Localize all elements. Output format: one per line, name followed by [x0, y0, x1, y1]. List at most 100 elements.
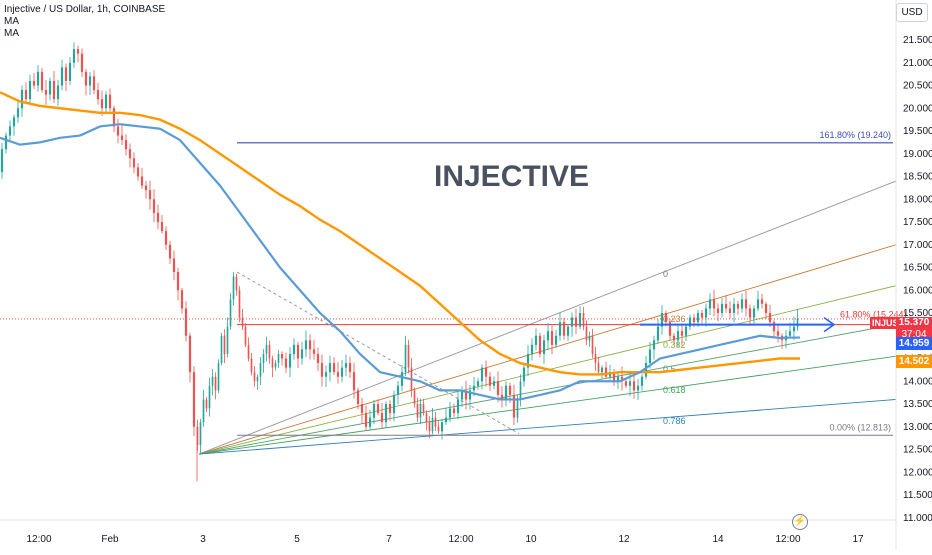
projection-arrow-head [823, 316, 836, 333]
candle-body [274, 363, 277, 368]
candle-body [612, 372, 616, 382]
candle-body [644, 363, 648, 377]
fib-retracement-label: 61.80% (15.244) [840, 310, 907, 320]
candle-body [320, 363, 324, 377]
candle-body [728, 308, 732, 313]
candle-body [238, 290, 241, 318]
candle-body [448, 408, 452, 418]
candle-body [740, 299, 744, 309]
y-tick-label: 19.500 [903, 126, 932, 137]
candle-body [8, 126, 12, 136]
x-tick-label: 12:00 [26, 534, 51, 545]
candle-body [776, 331, 780, 336]
candle-body [40, 71, 44, 91]
candle-body [308, 340, 312, 350]
candle-body [214, 376, 217, 391]
candle-body [192, 372, 196, 427]
candle-body [437, 426, 440, 432]
currency-button[interactable]: USD [896, 3, 928, 22]
candle-body [332, 363, 336, 373]
fib-fan-line [198, 180, 897, 455]
candle-body [772, 322, 776, 332]
candle-body [588, 335, 591, 341]
candle-body [736, 303, 740, 309]
chart-header: Injective / US Dollar, 1h, COINBASE MA M… [4, 4, 165, 40]
indicator-ma-2[interactable]: MA [4, 28, 19, 39]
candle-body [64, 67, 68, 81]
candle-body [522, 367, 526, 382]
candle-body [277, 353, 280, 364]
candle-body [574, 317, 578, 327]
candle-body [108, 94, 112, 109]
candle-body [217, 363, 220, 391]
candle-body [76, 49, 80, 54]
fib-fan-label: 0.5 [663, 364, 676, 374]
candle-body [640, 376, 644, 386]
candle-body [336, 372, 340, 377]
x-tick-label: 12:00 [775, 534, 800, 545]
y-tick-label: 16.500 [903, 263, 932, 274]
candle-body [558, 322, 562, 336]
candle-body [419, 404, 422, 418]
fib-fan-label: 0.382 [663, 340, 686, 350]
candle-body [566, 326, 570, 336]
candle-body [324, 372, 328, 377]
symbol-title[interactable]: Injective / US Dollar, 1h, COINBASE [4, 4, 166, 15]
candle-body [156, 212, 160, 222]
candle-body [538, 335, 542, 354]
candle-body [132, 158, 136, 168]
candle-body [124, 140, 128, 150]
candle-body [732, 303, 736, 313]
candle-body [152, 199, 156, 213]
indicator-ma-1[interactable]: MA [4, 16, 19, 27]
candle-body [456, 399, 460, 414]
candle-body [748, 308, 752, 318]
fib-fan-label: 0.786 [663, 416, 686, 426]
candle-body [676, 331, 680, 341]
candle-body [428, 422, 431, 432]
candle-body [488, 376, 492, 386]
candle-body [223, 335, 226, 354]
candle-body [88, 76, 92, 86]
candle-body [164, 231, 168, 245]
candle-body [292, 344, 296, 354]
candles-layer [0, 42, 799, 482]
candle-body [591, 335, 594, 354]
candle-body [425, 413, 428, 423]
x-tick-label: 5 [294, 534, 300, 545]
moving-averages-layer [0, 91, 800, 401]
candle-body [120, 135, 124, 141]
candle-body [262, 353, 265, 364]
candle-body [452, 408, 456, 414]
candle-body [28, 80, 32, 100]
y-tick-label: 19.000 [903, 149, 932, 160]
candle-body [508, 385, 512, 395]
last-price-value: 15.370 [898, 317, 930, 328]
candle-body [280, 353, 284, 359]
candle-body [660, 313, 664, 327]
candle-body [407, 344, 410, 368]
candle-body [256, 376, 259, 382]
time-axis: 12:00 Feb 3 5 7 12:00 10 12 14 12:00 17 [26, 534, 864, 545]
candle-body [250, 358, 253, 373]
candle-body [296, 344, 300, 359]
candle-body [0, 149, 4, 172]
candle-body [168, 244, 172, 259]
y-tick-label: 21.000 [903, 58, 932, 69]
y-tick-label: 18.500 [903, 172, 932, 183]
candle-body [700, 313, 704, 318]
candle-body [534, 335, 538, 345]
candle-body [48, 80, 52, 95]
candle-body [480, 367, 484, 382]
candle-body [680, 331, 684, 336]
candle-body [396, 385, 400, 395]
candle-body [656, 326, 660, 341]
candle-body [530, 344, 534, 354]
candle-body [68, 62, 72, 81]
flash-icon[interactable]: ⚡ [792, 514, 808, 530]
candle-body [684, 326, 688, 336]
candle-body [496, 381, 500, 395]
y-tick-label: 17.500 [903, 217, 932, 228]
